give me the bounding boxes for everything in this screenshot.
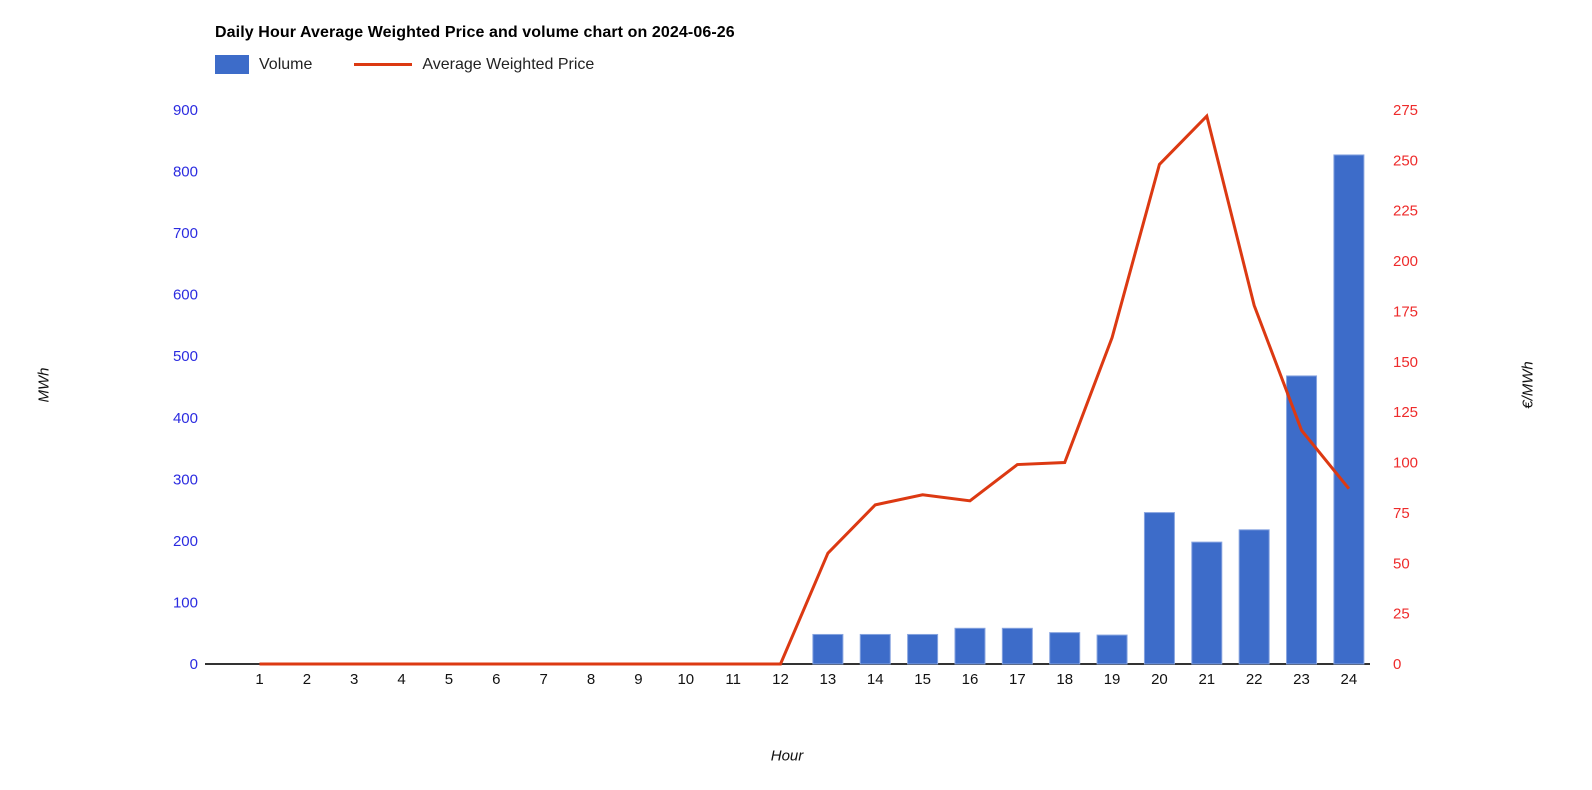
- right-axis-tick: 200: [1393, 253, 1418, 270]
- left-axis-tick: 600: [173, 287, 198, 304]
- left-axis-tick: 400: [173, 410, 198, 427]
- volume-bar: [1286, 375, 1318, 665]
- volume-bar: [907, 633, 939, 665]
- x-axis-title: Hour: [770, 747, 804, 765]
- x-axis-tick: 1: [255, 671, 263, 688]
- legend-label-volume: Volume: [259, 55, 313, 73]
- x-axis-tick: 12: [772, 671, 789, 688]
- x-axis-tick: 23: [1293, 671, 1310, 688]
- legend-label-price: Average Weighted Price: [422, 55, 595, 73]
- x-axis-tick: 14: [867, 671, 884, 688]
- right-axis-tick: 125: [1393, 404, 1418, 421]
- right-axis-tick: 250: [1393, 152, 1418, 169]
- volume-bar: [954, 627, 986, 665]
- left-axis-tick: 900: [173, 102, 198, 119]
- volume-bar: [859, 633, 891, 665]
- x-axis-tick: 19: [1104, 671, 1121, 688]
- right-axis-tick: 150: [1393, 354, 1418, 371]
- volume-bar: [1143, 512, 1175, 665]
- right-axis-tick: 25: [1393, 606, 1410, 623]
- x-axis-tick: 13: [820, 671, 837, 688]
- right-axis-tick: 175: [1393, 303, 1418, 320]
- x-axis-tick: 9: [634, 671, 642, 688]
- volume-bar: [1049, 632, 1081, 665]
- x-axis-tick: 16: [962, 671, 979, 688]
- left-axis-tick: 200: [173, 533, 198, 550]
- chart-title: Daily Hour Average Weighted Price and vo…: [215, 24, 735, 41]
- volume-bar: [1096, 634, 1128, 665]
- volume-bar: [1191, 541, 1223, 665]
- volume-bar: [1238, 529, 1270, 665]
- legend-item-volume: Volume: [215, 55, 312, 74]
- right-axis-tick: 50: [1393, 555, 1410, 572]
- left-axis-title: MWh: [35, 367, 53, 403]
- price-line: [259, 113, 1351, 666]
- left-axis-tick: 500: [173, 348, 198, 365]
- right-axis-title: €/MWh: [1519, 361, 1537, 409]
- volume-bar: [812, 633, 844, 665]
- right-axis-tick: 75: [1393, 505, 1410, 522]
- left-axis-tick: 800: [173, 164, 198, 181]
- x-axis-tick: 2: [303, 671, 311, 688]
- x-axis-tick: 20: [1151, 671, 1168, 688]
- x-axis-tick: 24: [1341, 671, 1358, 688]
- right-axis-tick: 225: [1393, 203, 1418, 220]
- left-axis-tick: 300: [173, 471, 198, 488]
- x-axis-tick: 21: [1198, 671, 1215, 688]
- x-axis-tick: 5: [445, 671, 453, 688]
- x-axis-tick: 15: [914, 671, 931, 688]
- legend-item-price: Average Weighted Price: [354, 56, 594, 74]
- legend: Volume Average Weighted Price: [215, 55, 594, 74]
- volume-bar: [1333, 154, 1365, 665]
- x-axis-tick: 10: [677, 671, 694, 688]
- x-axis-tick: 18: [1056, 671, 1073, 688]
- x-axis-tick: 22: [1246, 671, 1263, 688]
- x-axis-tick: 3: [350, 671, 358, 688]
- x-axis-tick: 6: [492, 671, 500, 688]
- price-line-swatch-icon: [354, 63, 413, 66]
- left-axis-tick: 700: [173, 225, 198, 242]
- right-axis-tick: 100: [1393, 455, 1418, 472]
- left-axis-tick: 0: [190, 656, 198, 673]
- x-axis-tick: 7: [540, 671, 548, 688]
- left-axis-tick: 100: [173, 594, 198, 611]
- volume-swatch-icon: [215, 55, 249, 74]
- right-axis-tick: 275: [1393, 102, 1418, 119]
- x-axis-tick: 8: [587, 671, 595, 688]
- x-axis-tick: 17: [1009, 671, 1026, 688]
- x-axis-tick: 4: [397, 671, 405, 688]
- volume-bar: [1001, 627, 1033, 665]
- x-axis-tick: 11: [725, 671, 741, 688]
- right-axis-tick: 0: [1393, 656, 1401, 673]
